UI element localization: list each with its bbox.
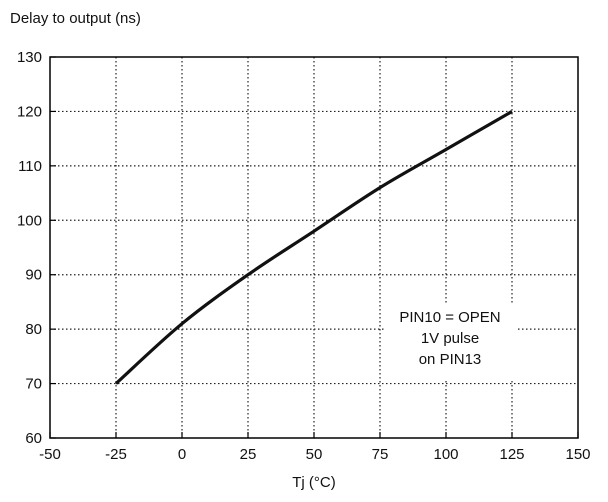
x-axis-title: Tj (°C) (292, 474, 335, 491)
x-tick-label-25: 25 (240, 446, 257, 463)
axis-ticks (49, 56, 579, 439)
tick-labels: -50 -25 0 25 50 75 100 125 150 60 70 80 90 100 110 120 1… (17, 49, 591, 463)
grid (50, 57, 578, 438)
y-axis-title: Delay to output (ns) (10, 10, 141, 27)
y-tick-label-90: 90 (25, 267, 42, 284)
x-tick-label--25: -25 (105, 446, 127, 463)
y-tick-label-100: 100 (17, 212, 42, 229)
y-tick-label-120: 120 (17, 103, 42, 120)
x-tick-label-100: 100 (433, 446, 458, 463)
annotation-line-3: on PIN13 (419, 351, 482, 368)
x-tick-label-125: 125 (499, 446, 524, 463)
annotation-line-2: 1V pulse (421, 330, 479, 347)
y-tick-label-70: 70 (25, 376, 42, 393)
x-tick-label-0: 0 (178, 446, 186, 463)
annotation: PIN10 = OPEN 1V pulse on PIN13 (384, 304, 518, 380)
y-tick-label-80: 80 (25, 321, 42, 338)
y-tick-label-130: 130 (17, 49, 42, 66)
y-tick-label-60: 60 (25, 430, 42, 447)
x-tick-label-150: 150 (565, 446, 590, 463)
x-tick-label-50: 50 (306, 446, 323, 463)
x-tick-label--50: -50 (39, 446, 61, 463)
y-tick-label-110: 110 (18, 158, 42, 175)
series-line (114, 110, 513, 385)
annotation-line-1: PIN10 = OPEN (399, 309, 500, 326)
annotation-background (384, 304, 518, 380)
x-tick-label-75: 75 (372, 446, 389, 463)
